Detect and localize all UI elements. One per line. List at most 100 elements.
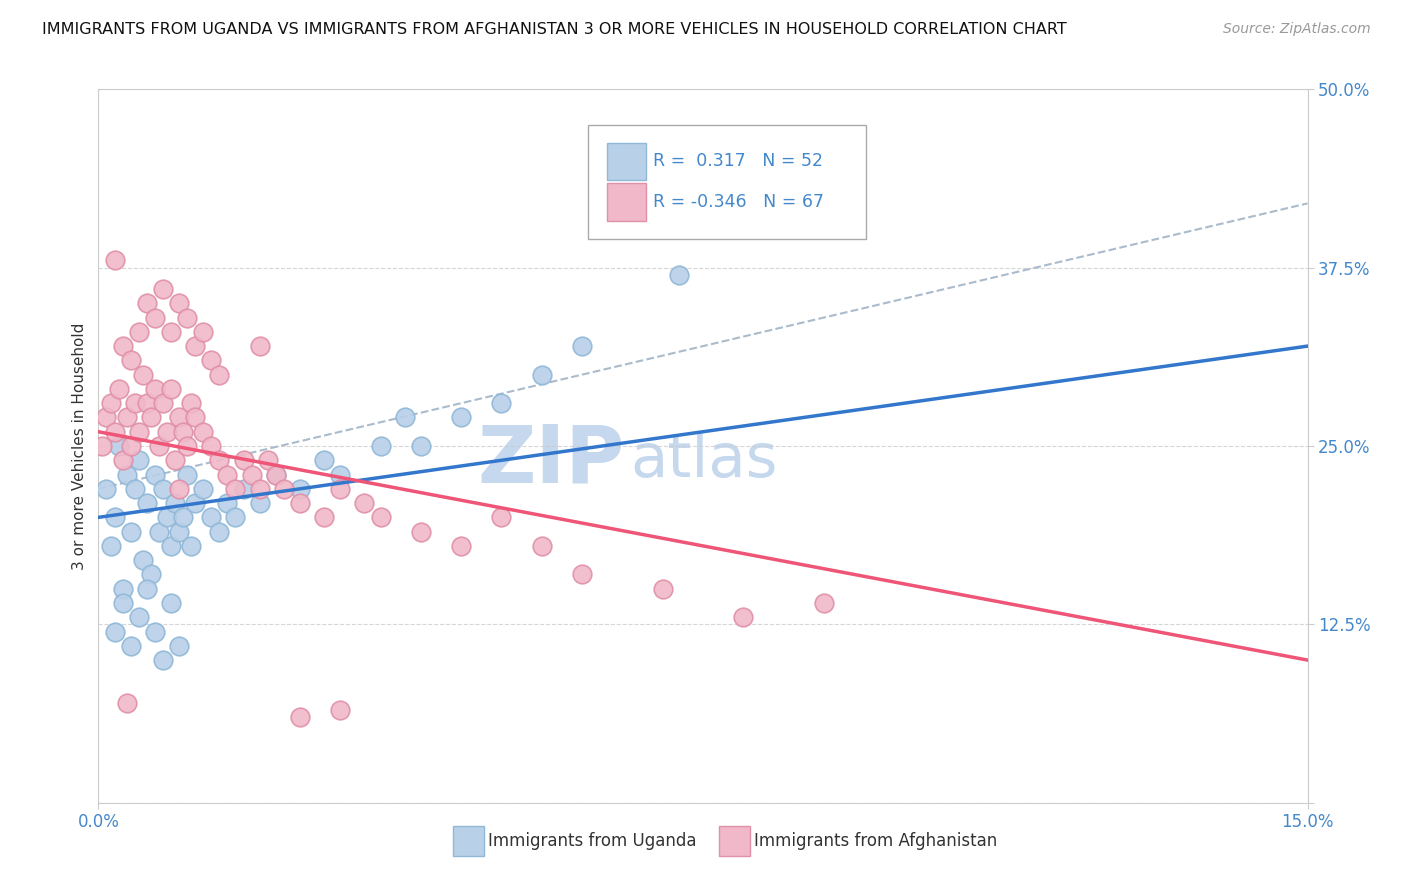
Point [139,410,162,425]
Point [120,524,142,539]
Point [176,310,198,325]
Point [103,624,125,639]
Point [288,710,311,724]
Point [132,553,155,567]
Point [200,353,222,368]
Point [132,368,155,382]
Point [571,567,593,582]
Point [128,425,150,439]
Point [167,482,190,496]
Point [249,496,271,510]
Point [256,453,278,467]
Point [208,453,231,467]
Point [111,453,134,467]
Point [224,510,246,524]
Point [100,539,122,553]
Point [156,510,179,524]
Point [135,582,157,596]
Point [100,396,122,410]
Point [224,482,246,496]
Point [264,467,287,482]
Point [409,439,432,453]
FancyBboxPatch shape [607,184,647,220]
Point [148,439,170,453]
Point [353,496,375,510]
Point [143,310,166,325]
Point [160,596,183,610]
Text: Immigrants from Afghanistan: Immigrants from Afghanistan [754,831,997,849]
Point [409,524,432,539]
Point [167,639,190,653]
Point [176,467,198,482]
Point [152,282,174,296]
Point [128,453,150,467]
Point [124,396,146,410]
Point [249,482,271,496]
FancyBboxPatch shape [607,143,647,180]
Point [120,439,142,453]
Point [135,296,157,310]
Point [139,567,162,582]
Point [143,467,166,482]
Point [148,524,170,539]
Point [172,510,194,524]
Point [107,382,129,396]
Point [156,425,179,439]
Point [115,410,138,425]
Point [370,510,392,524]
Point [571,339,593,353]
Point [249,339,271,353]
Point [288,482,311,496]
Point [232,453,254,467]
Point [91,439,114,453]
Point [160,539,183,553]
FancyBboxPatch shape [588,125,866,239]
Text: Immigrants from Uganda: Immigrants from Uganda [488,831,696,849]
Point [96,482,118,496]
Point [450,410,472,425]
Point [163,453,186,467]
Text: ZIP: ZIP [477,421,624,500]
Point [107,439,129,453]
Point [733,610,755,624]
FancyBboxPatch shape [453,826,484,855]
Point [160,325,183,339]
Point [813,596,835,610]
Point [163,496,186,510]
Point [217,467,239,482]
Point [96,410,118,425]
Point [329,703,352,717]
Point [668,268,690,282]
Point [111,596,134,610]
Point [167,524,190,539]
Point [180,539,202,553]
Point [143,624,166,639]
FancyBboxPatch shape [718,826,751,855]
Point [184,410,207,425]
Point [152,482,174,496]
Text: R = -0.346   N = 67: R = -0.346 N = 67 [654,193,824,211]
Text: IMMIGRANTS FROM UGANDA VS IMMIGRANTS FROM AFGHANISTAN 3 OR MORE VEHICLES IN HOUS: IMMIGRANTS FROM UGANDA VS IMMIGRANTS FRO… [42,22,1067,37]
Point [193,325,215,339]
Point [184,339,207,353]
Point [135,496,157,510]
Point [193,425,215,439]
Point [103,425,125,439]
Point [111,339,134,353]
Point [200,439,222,453]
Point [288,496,311,510]
Point [167,296,190,310]
Point [184,496,207,510]
Point [651,582,673,596]
Point [273,482,295,496]
Point [152,653,174,667]
Text: Source: ZipAtlas.com: Source: ZipAtlas.com [1223,22,1371,37]
Point [208,368,231,382]
Point [103,510,125,524]
Point [167,410,190,425]
Point [111,582,134,596]
Point [240,467,263,482]
Text: atlas: atlas [630,431,778,490]
Text: R =  0.317   N = 52: R = 0.317 N = 52 [654,153,824,170]
Point [115,696,138,710]
